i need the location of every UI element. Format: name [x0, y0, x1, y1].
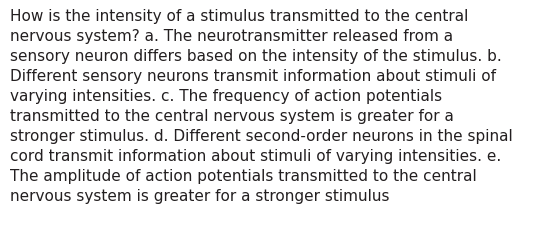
Text: How is the intensity of a stimulus transmitted to the central
nervous system? a.: How is the intensity of a stimulus trans… [10, 9, 513, 203]
